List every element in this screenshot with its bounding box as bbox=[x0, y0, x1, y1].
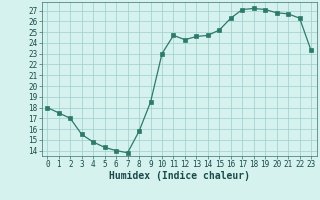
X-axis label: Humidex (Indice chaleur): Humidex (Indice chaleur) bbox=[109, 171, 250, 181]
